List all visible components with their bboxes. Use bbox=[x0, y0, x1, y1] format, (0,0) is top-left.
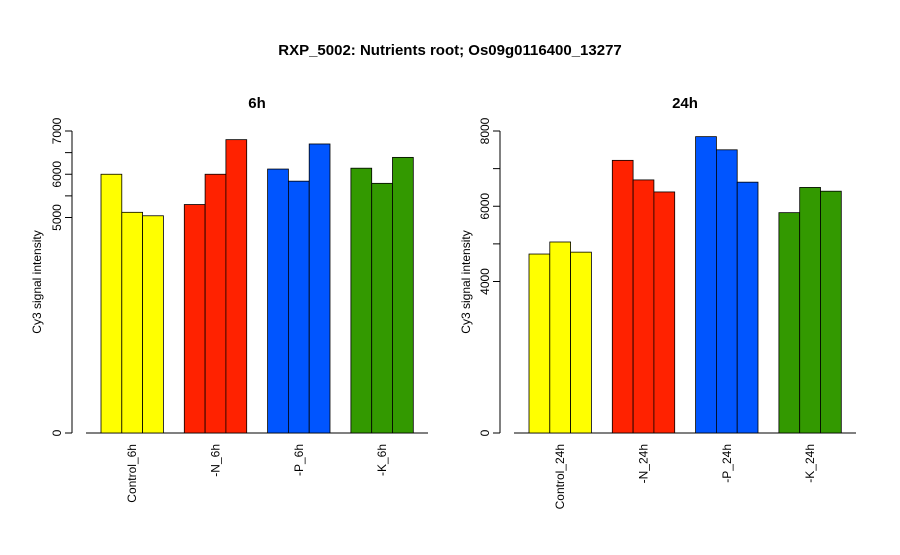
panel2-bar--N_24h-2 bbox=[632, 179, 655, 434]
panel2-bar-Control_24h-2 bbox=[549, 241, 571, 434]
panel2-bar--P_24h-1 bbox=[695, 136, 717, 434]
panel1-bar--P_6h-3 bbox=[308, 143, 331, 434]
panel2-bar-Control_24h-1 bbox=[528, 253, 551, 434]
panel2-category-label--N_24h: -N_24h bbox=[637, 444, 651, 483]
panel2-ylabel: Cy3 signal intensity bbox=[459, 230, 473, 333]
panel1-category-label--K_6h: -K_6h bbox=[375, 444, 389, 476]
panel2-bar--P_24h-3 bbox=[736, 181, 759, 434]
panel2-bar--P_24h-2 bbox=[716, 149, 738, 434]
panel1-bar--N_6h-1 bbox=[183, 204, 206, 434]
panel2-ytick-label-0: 0 bbox=[478, 429, 492, 436]
panel1-bar-Control_6h-3 bbox=[142, 215, 164, 434]
panel1-title: 6h bbox=[248, 95, 266, 112]
panel2-ytick-label-4000: 4000 bbox=[478, 268, 492, 295]
panel1-bar--P_6h-1 bbox=[267, 168, 289, 434]
panel1-ytick-label-0: 0 bbox=[50, 429, 64, 436]
panel2-bar-Control_24h-3 bbox=[570, 251, 592, 434]
panel2-category-label--P_24h: -P_24h bbox=[720, 444, 734, 483]
panel2-bar--N_24h-3 bbox=[653, 191, 676, 434]
panel2-category-label--K_24h: -K_24h bbox=[803, 444, 817, 483]
panel2-bar--K_24h-3 bbox=[820, 190, 842, 434]
panel1-bar-Control_6h-1 bbox=[100, 173, 123, 434]
panel2-bar--K_24h-1 bbox=[778, 212, 801, 434]
panel1-bar--P_6h-2 bbox=[287, 180, 310, 434]
panel2-title: 24h bbox=[672, 95, 698, 112]
panel1-ytick-label-5000: 5000 bbox=[50, 204, 64, 231]
panel1-ylabel: Cy3 signal intensity bbox=[30, 230, 44, 333]
panel2-category-label-Control_24h: Control_24h bbox=[553, 444, 567, 509]
panel1-bar--K_6h-2 bbox=[371, 182, 393, 434]
panel1-category-label--N_6h: -N_6h bbox=[209, 444, 223, 477]
panel1-bar--K_6h-1 bbox=[350, 167, 373, 434]
panel2-ytick-label-6000: 6000 bbox=[478, 193, 492, 220]
panel2-bar--K_24h-2 bbox=[799, 187, 821, 434]
panel1-bar-Control_6h-2 bbox=[121, 211, 144, 434]
figure-title: RXP_5002: Nutrients root; Os09g0116400_1… bbox=[278, 42, 622, 59]
panel1-ytick-label-6000: 6000 bbox=[50, 161, 64, 188]
panel2-bar--N_24h-1 bbox=[611, 159, 634, 434]
panel1-bar--K_6h-3 bbox=[392, 156, 414, 434]
panel1-bar--N_6h-3 bbox=[225, 139, 248, 434]
panel1-bar--N_6h-2 bbox=[204, 173, 227, 434]
panel2-ytick-label-8000: 8000 bbox=[478, 117, 492, 144]
panel1-category-label-Control_6h: Control_6h bbox=[125, 444, 139, 503]
panel1-category-label--P_6h: -P_6h bbox=[292, 444, 306, 476]
panel1-ytick-label-7000: 7000 bbox=[50, 117, 64, 144]
